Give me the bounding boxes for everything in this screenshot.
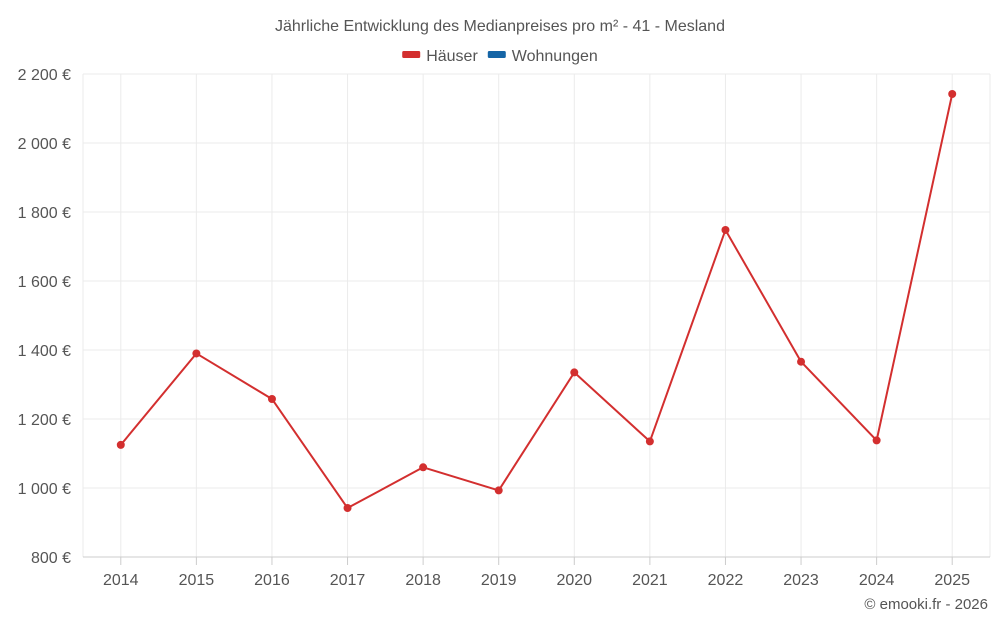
data-point[interactable] — [494, 486, 503, 495]
y-tick-label: 1 400 € — [18, 343, 71, 360]
data-point[interactable] — [872, 436, 881, 445]
legend-swatch[interactable] — [487, 51, 506, 58]
copyright-credit: © emooki.fr - 2026 — [864, 596, 988, 613]
legend-label[interactable]: Wohnungen — [512, 48, 598, 65]
x-tick-label: 2018 — [405, 572, 441, 589]
x-tick-label: 2017 — [330, 572, 366, 589]
x-tick-label: 2020 — [556, 572, 592, 589]
x-tick-label: 2023 — [783, 572, 819, 589]
x-axis: 2014 2015 2016 2017 2018 2019 2020 2021 2022 2023… — [83, 556, 990, 589]
data-point[interactable] — [721, 225, 730, 234]
data-point[interactable] — [570, 368, 579, 377]
y-tick-label: 2 000 € — [18, 136, 71, 153]
chart-title: Jährliche Entwicklung des Medianpreises … — [275, 18, 725, 35]
legend-label[interactable]: Häuser — [426, 48, 478, 65]
x-tick-label: 2025 — [934, 572, 970, 589]
data-point[interactable] — [948, 90, 957, 99]
data-point[interactable] — [645, 437, 654, 446]
x-tick-label: 2014 — [103, 572, 139, 589]
data-point[interactable] — [267, 394, 276, 403]
y-tick-label: 1 000 € — [18, 481, 71, 498]
data-point[interactable] — [192, 349, 201, 358]
y-tick-label: 1 600 € — [18, 274, 71, 291]
x-tick-label: 2016 — [254, 572, 290, 589]
series-group — [116, 90, 957, 513]
x-tick-label: 2019 — [481, 572, 517, 589]
data-point[interactable] — [797, 357, 806, 366]
data-point[interactable] — [116, 440, 125, 449]
legend: Häuser Wohnungen — [402, 48, 598, 65]
x-tick-label: 2021 — [632, 572, 668, 589]
grid — [82, 73, 991, 557]
x-tick-label: 2015 — [179, 572, 215, 589]
y-axis: 800 € 1 000 € 1 200 € 1 400 € 1 600 € 1 800 €… — [18, 67, 71, 567]
data-point[interactable] — [343, 504, 352, 513]
y-tick-label: 1 800 € — [18, 205, 71, 222]
data-point[interactable] — [419, 463, 428, 472]
legend-swatch[interactable] — [402, 51, 421, 58]
series-line-haeuser — [120, 93, 954, 510]
y-tick-label: 1 200 € — [18, 412, 71, 429]
y-tick-label: 2 200 € — [18, 67, 71, 84]
x-tick-label: 2024 — [859, 572, 895, 589]
y-tick-label: 800 € — [31, 550, 71, 567]
x-tick-label: 2022 — [708, 572, 744, 589]
